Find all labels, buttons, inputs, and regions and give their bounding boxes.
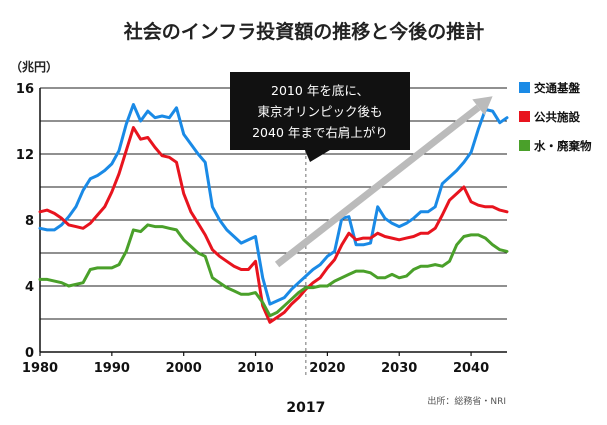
chart-title: 社会のインフラ投資額の推移と今後の推計 <box>123 20 484 43</box>
legend-swatch-public-facilities <box>519 111 530 122</box>
series-line-1 <box>38 126 509 324</box>
x-tick-label-2000: 2000 <box>166 361 202 376</box>
y-tick-label-16: 16 <box>16 82 34 97</box>
callout-box: 2010 年を底に、 東京オリンピック後も 2040 年まで右肩上がり <box>230 72 410 162</box>
series-line-2 <box>38 223 509 318</box>
legend-swatch-water-waste <box>519 140 530 151</box>
y-tick-label-12: 12 <box>16 148 34 163</box>
callout-line-2: 東京オリンピック後も <box>257 104 382 119</box>
trend-arrow <box>274 96 493 268</box>
y-tick-labels: 0 4 8 12 16 <box>16 82 34 361</box>
series-lines <box>38 103 509 324</box>
source-note: 出所：総務省・NRI <box>427 395 506 407</box>
series-line-0 <box>38 103 509 306</box>
y-tick-label-4: 4 <box>25 280 34 295</box>
year-2017-label: 2017 <box>286 400 325 416</box>
callout-background <box>230 72 410 162</box>
x-tick-label-2040: 2040 <box>453 361 489 376</box>
x-tick-label-1980: 1980 <box>22 361 58 376</box>
trend-arrow-head <box>472 96 493 116</box>
legend-label-public-facilities: 公共施設 <box>534 110 580 124</box>
legend-label-water-waste: 水・廃棄物 <box>534 139 592 153</box>
callout-line-3: 2040 年まで右肩上がり <box>252 125 388 140</box>
legend-label-transport: 交通基盤 <box>534 81 580 95</box>
x-tick-labels: 1980 1990 2000 2010 2020 2030 2040 <box>22 352 489 376</box>
legend-swatch-transport <box>519 82 530 93</box>
y-tick-label-8: 8 <box>25 214 34 229</box>
x-tick-label-2020: 2020 <box>309 361 345 376</box>
x-tick-label-1990: 1990 <box>94 361 130 376</box>
y-tick-label-0: 0 <box>25 346 34 361</box>
x-tick-label-2010: 2010 <box>237 361 273 376</box>
y-axis-unit: （兆円） <box>10 59 58 74</box>
trend-arrow-shaft <box>274 104 481 268</box>
legend: 交通基盤 公共施設 水・廃棄物 <box>519 81 592 153</box>
callout-line-1: 2010 年を底に、 <box>271 83 369 98</box>
x-tick-label-2030: 2030 <box>381 361 417 376</box>
